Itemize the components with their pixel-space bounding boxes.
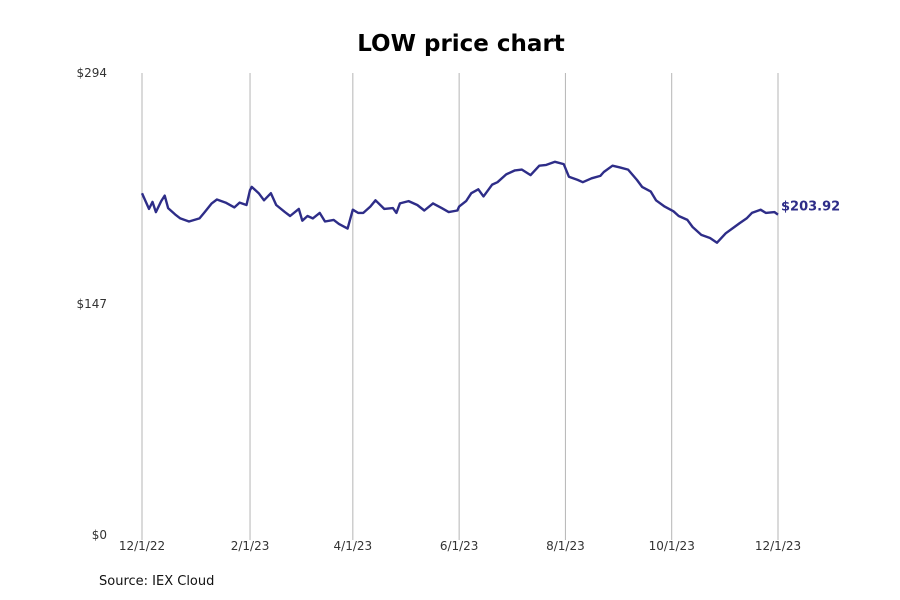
y-tick-label: $147 <box>76 297 107 311</box>
x-tick-label: 4/1/23 <box>334 539 373 553</box>
chart-title: LOW price chart <box>357 31 565 57</box>
x-tick-label: 12/1/22 <box>119 539 165 553</box>
x-tick-label: 10/1/23 <box>649 539 695 553</box>
y-axis-ticks: $0 $147 $294 <box>76 66 107 542</box>
y-tick-label: $0 <box>92 528 107 542</box>
source-note: Source: IEX Cloud <box>99 574 215 589</box>
y-tick-label: $294 <box>76 66 107 80</box>
price-series-line <box>140 160 779 244</box>
x-tick-label: 2/1/23 <box>231 539 270 553</box>
x-axis-ticks: 12/1/22 2/1/23 4/1/23 6/1/23 8/1/23 10/1/23 12… <box>119 539 801 553</box>
x-tick-label: 8/1/23 <box>546 539 585 553</box>
x-tick-label: 12/1/23 <box>755 539 801 553</box>
gridlines <box>141 73 779 540</box>
last-price-label: $203.92 <box>781 200 840 215</box>
x-tick-label: 6/1/23 <box>440 539 479 553</box>
